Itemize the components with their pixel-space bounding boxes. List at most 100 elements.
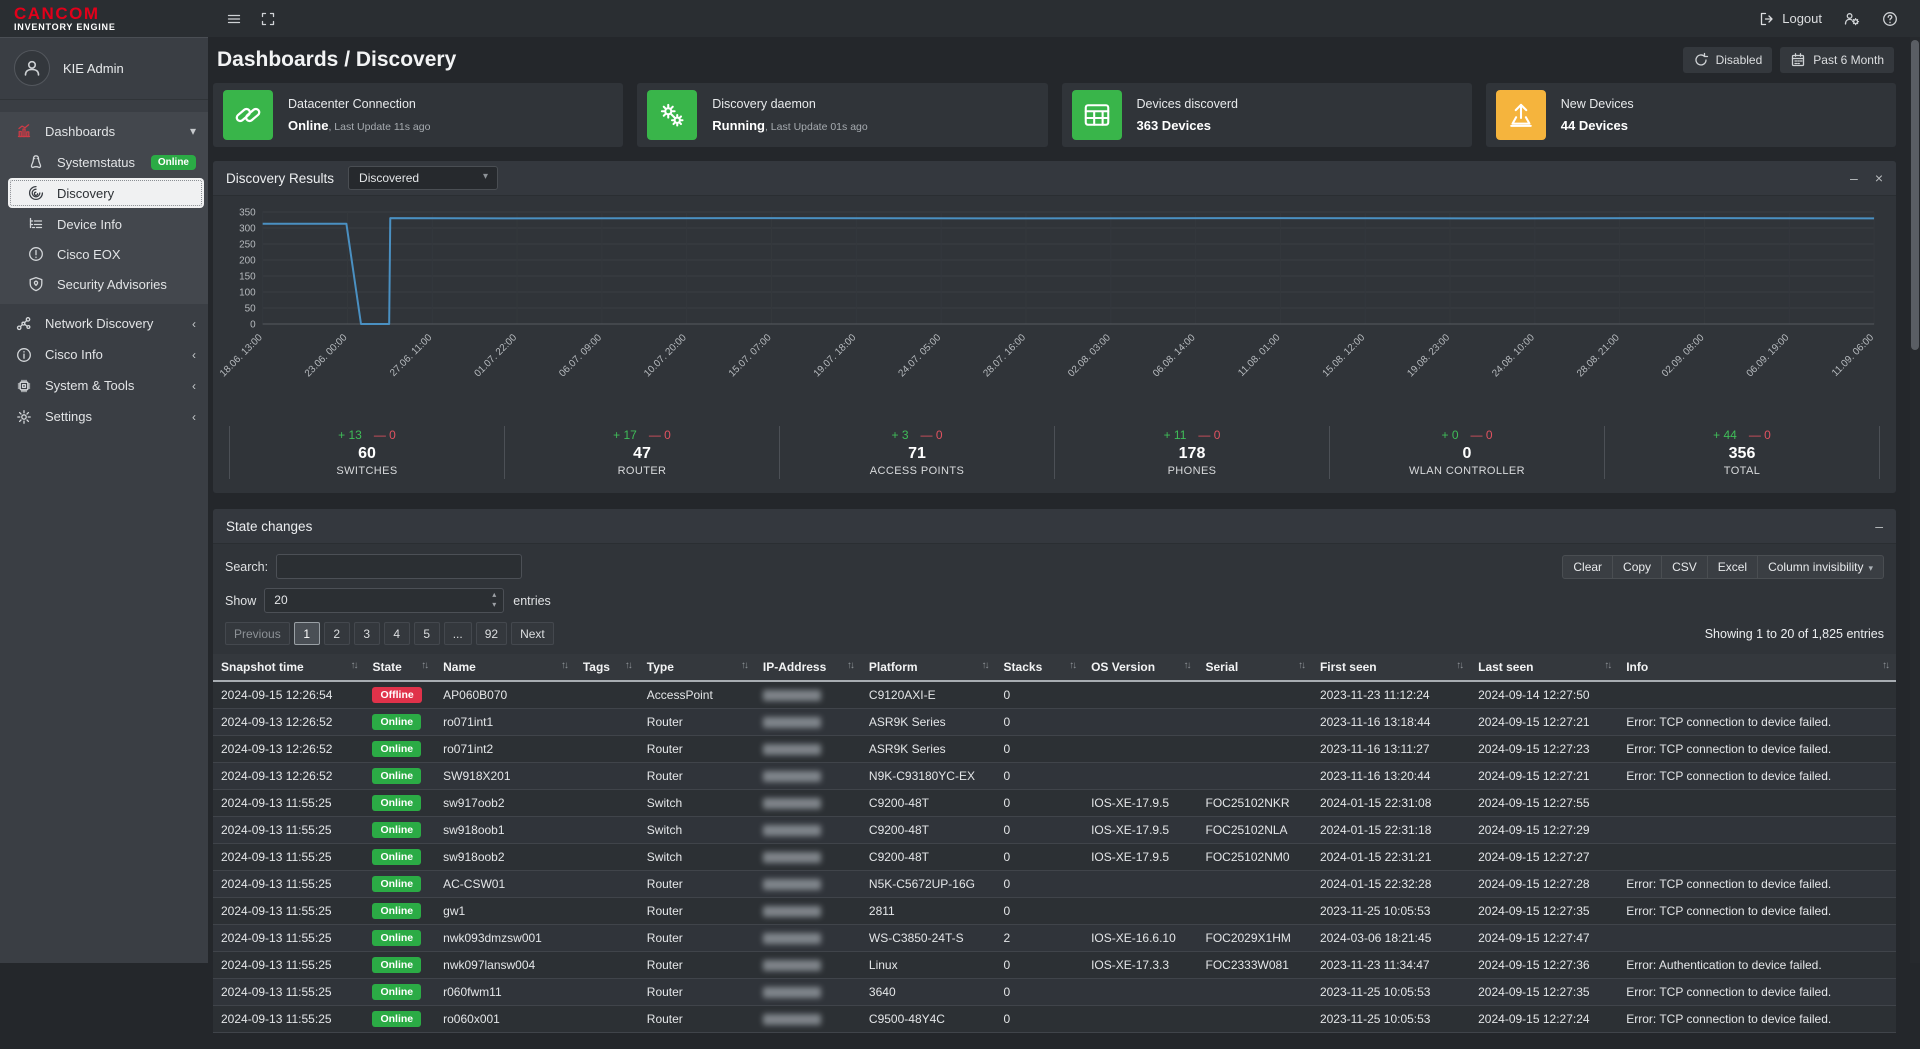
sidebar-item-settings[interactable]: Settings‹ bbox=[0, 401, 208, 432]
column-header-info[interactable]: Info↑↓ bbox=[1618, 654, 1896, 681]
systemstatus-icon bbox=[26, 154, 45, 170]
column-header-serial[interactable]: Serial↑↓ bbox=[1198, 654, 1312, 681]
card-value: Online, Last Update 11s ago bbox=[288, 118, 430, 133]
clear-button[interactable]: Clear bbox=[1562, 555, 1613, 579]
table-row[interactable]: 2024-09-13 11:55:25OnlineAC-CSW01RouterN… bbox=[213, 870, 1896, 897]
vertical-scrollbar[interactable] bbox=[1910, 37, 1920, 963]
stat-removed: — 0 bbox=[374, 428, 396, 442]
table-row[interactable]: 2024-09-13 11:55:25Onliner060fwm11Router… bbox=[213, 978, 1896, 1005]
close-icon[interactable]: × bbox=[1875, 171, 1883, 185]
table-row[interactable]: 2024-09-13 11:55:25Onlinesw918oob2Switch… bbox=[213, 843, 1896, 870]
table-cell bbox=[755, 924, 861, 951]
column-header-type[interactable]: Type↑↓ bbox=[639, 654, 755, 681]
table-cell bbox=[755, 843, 861, 870]
table-cell: 2024-09-14 12:27:50 bbox=[1470, 681, 1618, 708]
page-button-92[interactable]: 92 bbox=[476, 622, 507, 645]
column-header-name[interactable]: Name↑↓ bbox=[435, 654, 575, 681]
search-input[interactable] bbox=[276, 554, 522, 579]
table-row[interactable]: 2024-09-13 11:55:25Onlinenwk093dmzsw001R… bbox=[213, 924, 1896, 951]
table-cell: FOC25102NM0 bbox=[1198, 843, 1312, 870]
page-button--[interactable]: ... bbox=[444, 622, 472, 645]
page-button-1[interactable]: 1 bbox=[294, 622, 320, 645]
table-cell: FOC25102NLA bbox=[1198, 816, 1312, 843]
sort-icon[interactable]: ↑↓ bbox=[982, 660, 988, 671]
table-cell: 2024-09-15 12:27:23 bbox=[1470, 735, 1618, 762]
csv-button[interactable]: CSV bbox=[1662, 555, 1708, 579]
scrollbar-thumb[interactable] bbox=[1911, 40, 1919, 350]
gear-icon bbox=[14, 409, 33, 425]
table-row[interactable]: 2024-09-13 11:55:25Onlinenwk097lansw004R… bbox=[213, 951, 1896, 978]
table-cell: 2024-03-06 18:21:45 bbox=[1312, 924, 1470, 951]
sort-icon[interactable]: ↑↓ bbox=[1069, 660, 1075, 671]
column-header-state[interactable]: State↑↓ bbox=[364, 654, 435, 681]
sort-icon[interactable]: ↑↓ bbox=[1298, 660, 1304, 671]
hamburger-menu-icon[interactable] bbox=[226, 11, 242, 27]
sidebar-item-device-info[interactable]: Device Info bbox=[0, 209, 208, 239]
user-settings-icon[interactable] bbox=[1844, 11, 1860, 27]
column-header-os-version[interactable]: OS Version↑↓ bbox=[1083, 654, 1197, 681]
column-header-stacks[interactable]: Stacks↑↓ bbox=[996, 654, 1084, 681]
table-row[interactable]: 2024-09-15 12:26:54OfflineAP060B070Acces… bbox=[213, 681, 1896, 708]
table-row[interactable]: 2024-09-13 11:55:25Onlinesw917oob2Switch… bbox=[213, 789, 1896, 816]
page-button-2[interactable]: 2 bbox=[324, 622, 350, 645]
table-cell: 0 bbox=[996, 870, 1084, 897]
sort-icon[interactable]: ↑↓ bbox=[1184, 660, 1190, 671]
link-icon bbox=[223, 90, 273, 140]
column-header-tags[interactable]: Tags↑↓ bbox=[575, 654, 639, 681]
expand-icon[interactable] bbox=[260, 11, 276, 27]
show-label: Show bbox=[225, 594, 256, 608]
sidebar-item-security-advisories[interactable]: Security Advisories bbox=[0, 269, 208, 299]
column-header-snapshot-time[interactable]: Snapshot time↑↓ bbox=[213, 654, 364, 681]
column-header-platform[interactable]: Platform↑↓ bbox=[861, 654, 996, 681]
show-entries-select[interactable]: 20 ▴▾ bbox=[264, 588, 504, 613]
table-cell: 0 bbox=[996, 843, 1084, 870]
column-invisibility-button[interactable]: Column invisibility▾ bbox=[1758, 555, 1884, 579]
table-cell: 2023-11-16 13:18:44 bbox=[1312, 708, 1470, 735]
sort-icon[interactable]: ↑↓ bbox=[847, 660, 853, 671]
sidebar-item-system-tools[interactable]: System & Tools‹ bbox=[0, 370, 208, 401]
help-icon[interactable] bbox=[1882, 11, 1898, 27]
table-row[interactable]: 2024-09-13 12:26:52Onlinero071int2Router… bbox=[213, 735, 1896, 762]
page-button-5[interactable]: 5 bbox=[414, 622, 440, 645]
sidebar-item-systemstatus[interactable]: SystemstatusOnline bbox=[0, 147, 208, 177]
sort-icon[interactable]: ↑↓ bbox=[421, 660, 427, 671]
sort-icon[interactable]: ↑↓ bbox=[1882, 660, 1888, 671]
sort-icon[interactable]: ↑↓ bbox=[1456, 660, 1462, 671]
excel-button[interactable]: Excel bbox=[1708, 555, 1758, 579]
sort-icon[interactable]: ↑↓ bbox=[741, 660, 747, 671]
time-range-button[interactable]: Past 6 Month bbox=[1780, 47, 1894, 73]
minimize-icon[interactable]: – bbox=[1850, 171, 1858, 185]
column-header-last-seen[interactable]: Last seen↑↓ bbox=[1470, 654, 1618, 681]
table-cell: Error: TCP connection to device failed. bbox=[1618, 870, 1896, 897]
page-button-previous[interactable]: Previous bbox=[225, 622, 290, 645]
column-header-first-seen[interactable]: First seen↑↓ bbox=[1312, 654, 1470, 681]
table-row[interactable]: 2024-09-13 12:26:52OnlineSW918X201Router… bbox=[213, 762, 1896, 789]
logout-button[interactable]: Logout bbox=[1759, 11, 1822, 27]
copy-button[interactable]: Copy bbox=[1613, 555, 1662, 579]
table-cell: C9200-48T bbox=[861, 789, 996, 816]
sidebar-item-network-discovery[interactable]: Network Discovery‹ bbox=[0, 308, 208, 339]
table-row[interactable]: 2024-09-13 11:55:25Onlinero060x001Router… bbox=[213, 1005, 1896, 1032]
chevron-left-icon: ‹ bbox=[192, 317, 196, 331]
sidebar-item-discovery[interactable]: Discovery bbox=[8, 178, 204, 208]
table-row[interactable]: 2024-09-13 12:26:52Onlinero071int1Router… bbox=[213, 708, 1896, 735]
page-button-3[interactable]: 3 bbox=[354, 622, 380, 645]
state-badge: Online bbox=[372, 714, 421, 730]
discovery-filter-select[interactable]: Discovered ▾ bbox=[348, 166, 498, 190]
avatar[interactable] bbox=[14, 50, 50, 86]
sidebar-item-dashboards[interactable]: Dashboards▾ bbox=[0, 115, 208, 147]
sort-icon[interactable]: ↑↓ bbox=[350, 660, 356, 671]
sidebar-item-cisco-info[interactable]: Cisco Info‹ bbox=[0, 339, 208, 370]
table-row[interactable]: 2024-09-13 11:55:25Onlinegw1Router281102… bbox=[213, 897, 1896, 924]
sidebar-item-cisco-eox[interactable]: Cisco EOX bbox=[0, 239, 208, 269]
table-row[interactable]: 2024-09-13 11:55:25Onlinesw918oob1Switch… bbox=[213, 816, 1896, 843]
svg-text:24.08. 10:00: 24.08. 10:00 bbox=[1490, 332, 1537, 379]
sort-icon[interactable]: ↑↓ bbox=[1604, 660, 1610, 671]
refresh-disabled-button[interactable]: Disabled bbox=[1683, 47, 1773, 73]
sort-icon[interactable]: ↑↓ bbox=[561, 660, 567, 671]
sort-icon[interactable]: ↑↓ bbox=[625, 660, 631, 671]
page-button-4[interactable]: 4 bbox=[384, 622, 410, 645]
column-header-ip-address[interactable]: IP-Address↑↓ bbox=[755, 654, 861, 681]
minimize-icon[interactable]: – bbox=[1875, 519, 1883, 533]
page-button-next[interactable]: Next bbox=[511, 622, 554, 645]
